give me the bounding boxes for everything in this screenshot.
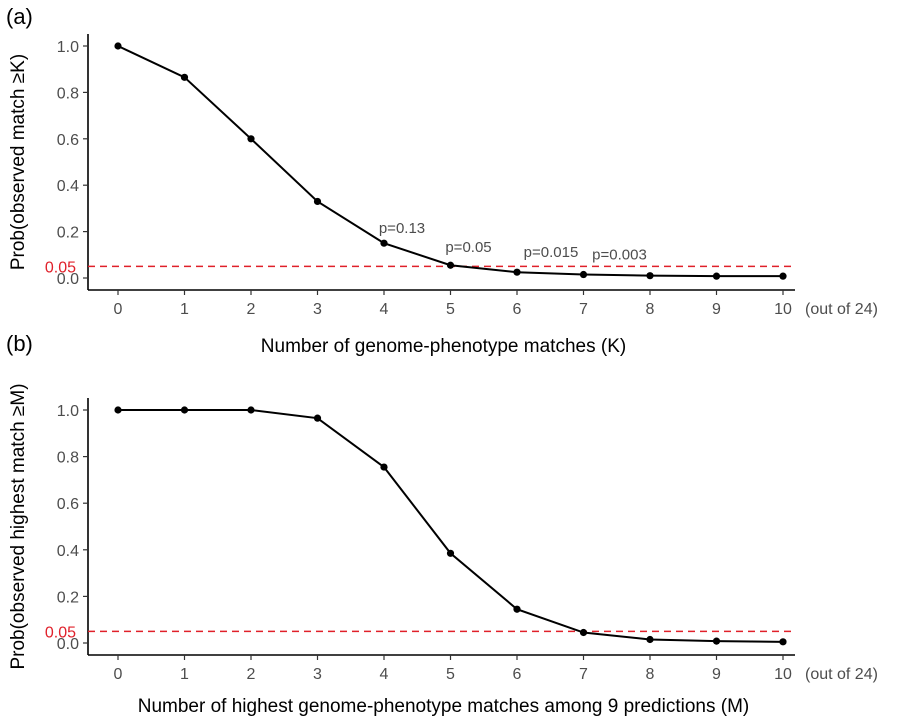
x-tick-label: 5: [446, 301, 455, 318]
panel-label: (b): [6, 331, 33, 356]
data-point: [114, 42, 122, 50]
x-axis-title: Number of highest genome-phenotype match…: [138, 696, 750, 717]
data-point: [579, 270, 588, 279]
x-tick-label: 9: [712, 301, 721, 318]
x-tick-label: 6: [513, 666, 522, 683]
y-tick-label: 0.2: [57, 225, 79, 242]
x-tick-label: 8: [646, 666, 655, 683]
data-point: [513, 605, 521, 613]
series-line: [118, 409, 784, 643]
x-tick-label: 7: [579, 301, 588, 318]
p-value-annotation: p=0.003: [592, 247, 647, 264]
y-axis-title: Prob(observed match ≥K): [8, 54, 29, 270]
data-point: [779, 638, 787, 646]
x-tick-label: 4: [380, 301, 389, 318]
panel-label: (a): [6, 4, 33, 29]
y-tick-label: 1.0: [57, 403, 79, 420]
y-tick-label: 0.8: [57, 85, 79, 102]
data-point: [712, 272, 721, 280]
x-tick-label: 0: [114, 301, 123, 318]
y-tick-label: 0.0: [57, 271, 79, 288]
x-tick-label: 1: [180, 666, 189, 683]
data-point: [114, 406, 122, 414]
data-point: [779, 272, 787, 280]
y-tick-label: 0.6: [57, 496, 79, 513]
data-point: [446, 261, 455, 269]
y-tick-label: 0.0: [57, 636, 79, 653]
x-tick-label: 9: [712, 666, 721, 683]
data-point: [446, 549, 455, 557]
x-tick-label: 2: [247, 301, 256, 318]
y-tick-label: 0.6: [57, 132, 79, 149]
chart-panel-b: (b) 0.0 0.2 0.4 0.6 0.8 1.0 0 1 2 3 4 5 6 7 8 9 10 (out of…: [6, 331, 878, 717]
p-value-annotation: p=0.05: [445, 239, 491, 256]
data-point: [646, 635, 654, 644]
p-value-annotation: p=0.015: [524, 244, 579, 261]
data-point: [513, 268, 521, 276]
y-tick-label: 0.4: [57, 178, 79, 195]
x-axis-suffix: (out of 24): [805, 301, 878, 318]
x-tick-label: 3: [313, 301, 322, 318]
x-tick-label: 1: [180, 301, 189, 318]
data-point: [180, 406, 189, 414]
reference-label: 0.05: [45, 624, 76, 641]
data-point: [380, 463, 388, 471]
chart-panel-a: (a) 0.0 0.2 0.4 0.6 0.8 1.0 0 1 2 3 4 5 6 7 8 9 10 (out of…: [6, 4, 878, 357]
y-tick-label: 0.8: [57, 450, 79, 467]
x-tick-label: 3: [313, 666, 322, 683]
y-axis-title: Prob(observed highest match ≥M): [8, 383, 29, 669]
reference-label: 0.05: [45, 259, 76, 276]
x-axis-suffix: (out of 24): [805, 666, 878, 683]
x-tick-label: 5: [446, 666, 455, 683]
y-tick-label: 0.4: [57, 543, 79, 560]
data-point: [247, 135, 255, 143]
data-point: [712, 637, 721, 645]
data-point: [646, 272, 654, 280]
x-tick-label: 10: [774, 666, 792, 683]
x-tick-label: 7: [579, 666, 588, 683]
x-axis-title: Number of genome-phenotype matches (K): [261, 336, 626, 357]
x-tick-label: 4: [380, 666, 389, 683]
x-tick-label: 10: [774, 301, 792, 318]
y-tick-label: 0.2: [57, 589, 79, 606]
x-tick-label: 8: [646, 301, 655, 318]
x-tick-label: 2: [247, 666, 256, 683]
data-point: [380, 239, 388, 247]
p-value-annotation: p=0.13: [379, 220, 425, 237]
data-point: [180, 73, 189, 81]
data-point: [313, 197, 322, 206]
x-tick-label: 6: [513, 301, 522, 318]
data-point: [579, 628, 588, 637]
x-tick-label: 0: [114, 666, 123, 683]
y-tick-label: 1.0: [57, 39, 79, 56]
data-point: [247, 406, 255, 414]
data-point: [313, 414, 322, 422]
